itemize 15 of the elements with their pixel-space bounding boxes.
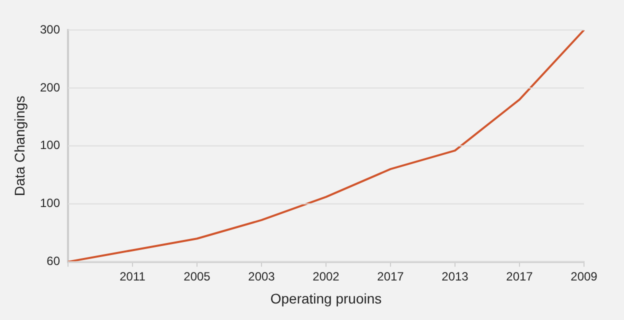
- y-axis-title: Data Changings: [11, 96, 28, 196]
- text: 300: [40, 22, 60, 36]
- x-tick-label: 2017: [377, 269, 404, 284]
- x-tick-label: 2009: [570, 269, 598, 284]
- text: 100: [40, 196, 60, 210]
- text: 200: [40, 80, 60, 94]
- text: 100: [40, 138, 60, 152]
- x-tick-label: 2005: [184, 269, 211, 284]
- x-tick-label: 2003: [248, 269, 276, 284]
- x-axis-title: Operating pruoins: [270, 290, 382, 306]
- x-tick-label: 2011: [120, 269, 146, 284]
- text: 60: [46, 254, 60, 268]
- x-tick-label: 2017: [506, 269, 534, 284]
- x-tick-label: 2002: [312, 269, 340, 284]
- x-tick-label: 2013: [442, 269, 469, 284]
